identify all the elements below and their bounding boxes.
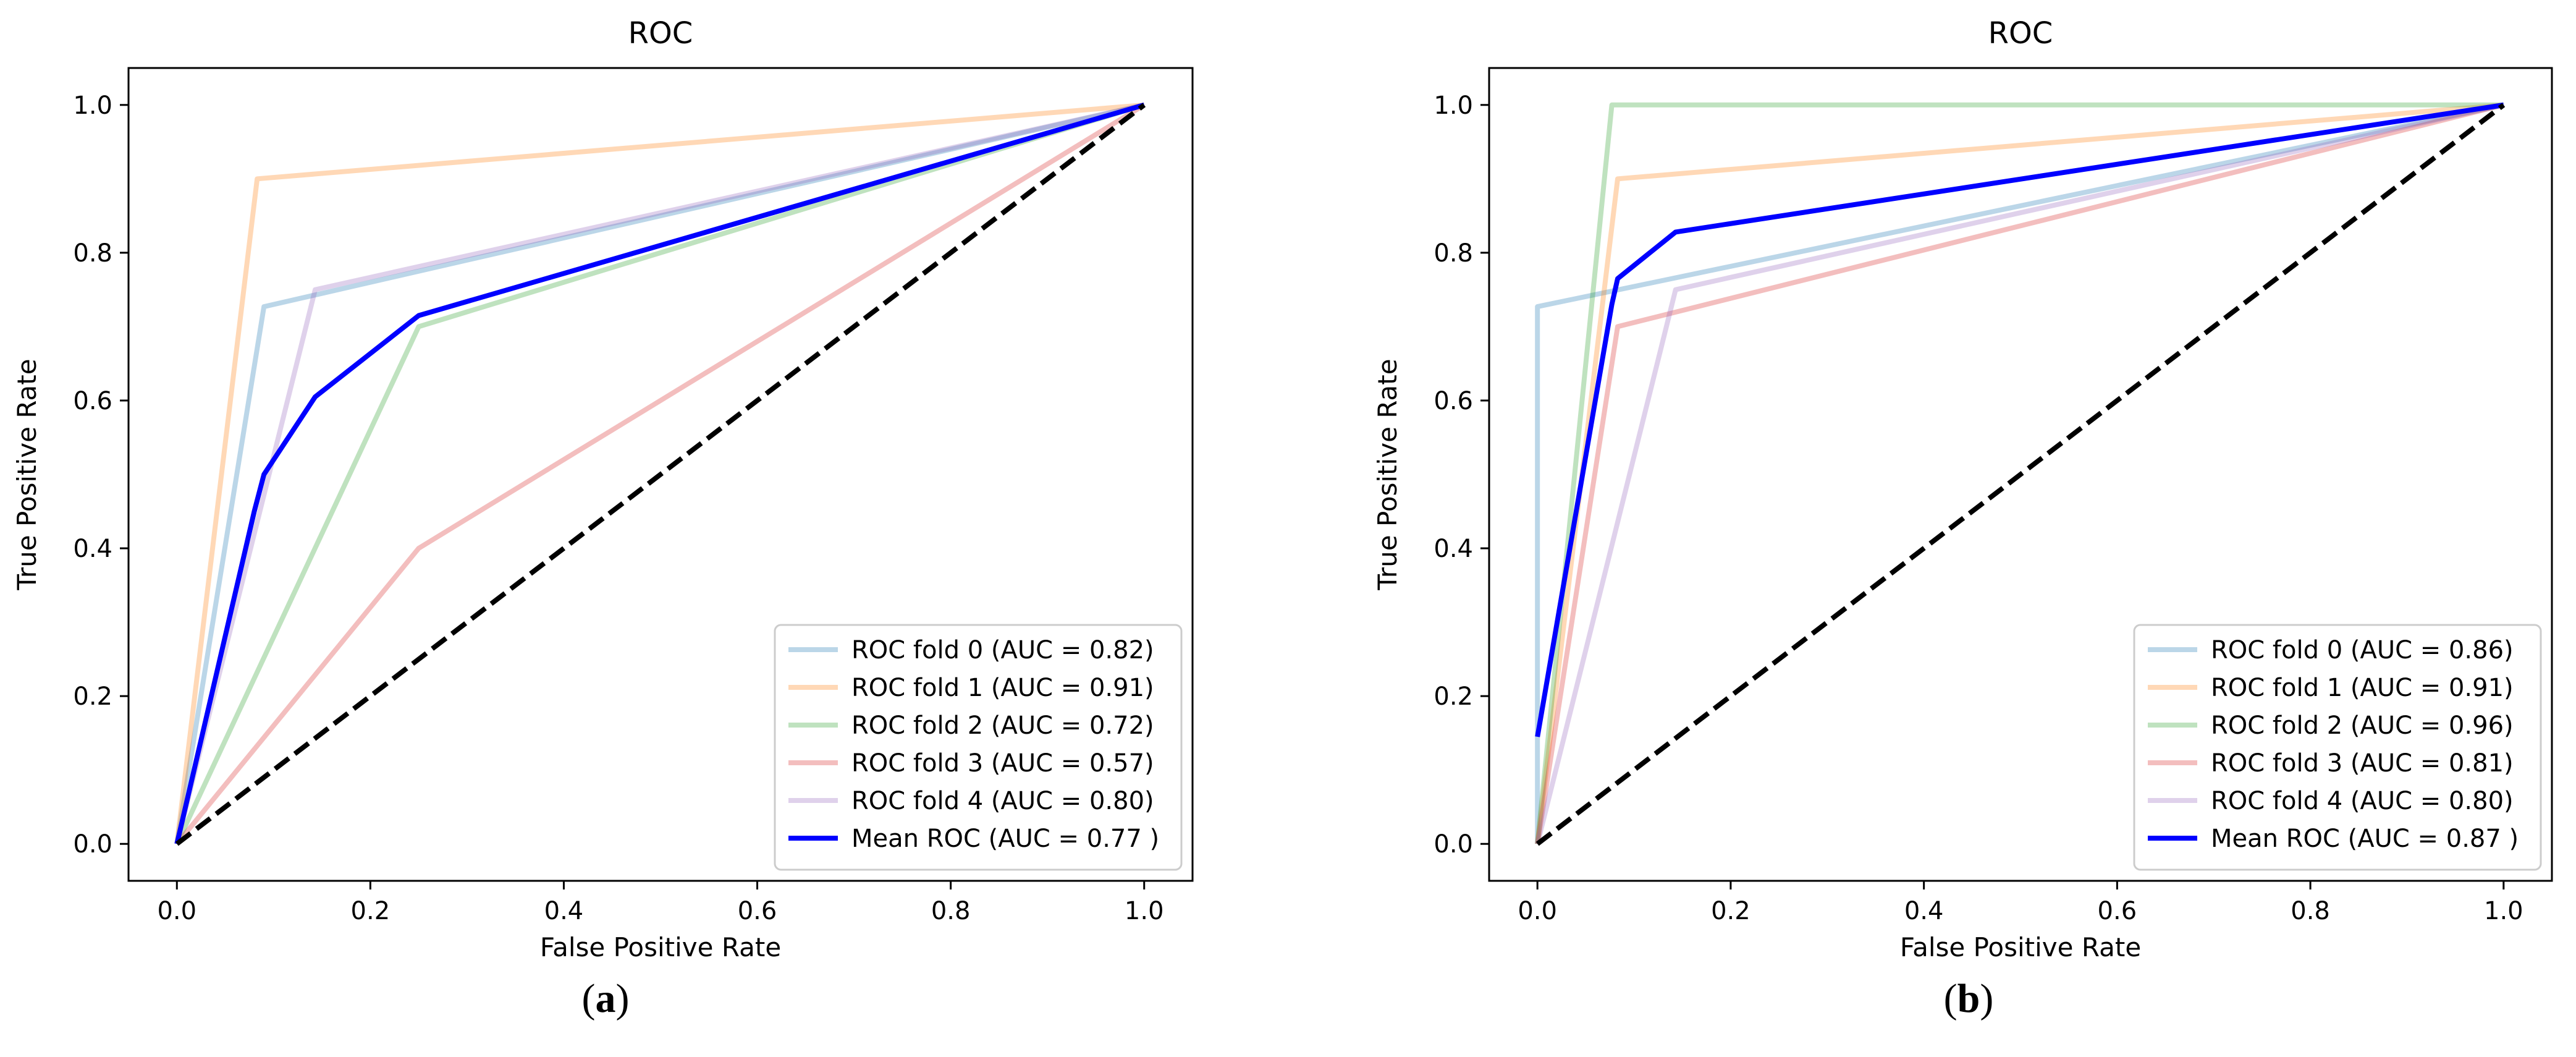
panel-caption-a: (a) [581, 976, 630, 1021]
chart-a-axes-frame [127, 67, 1194, 882]
panel-caption-b-letter: b [1957, 976, 1980, 1021]
chart-a-chance-line [175, 103, 1146, 846]
chart-b-y-axis-label: True Positive Rate [1372, 359, 1403, 590]
chart-a-group: 0.0 0.2 0.4 0.6 0.8 1.0 0.0 0.2 0.4 0.6 0.8 1.0 ROC F… [12, 16, 1194, 962]
chart-b-roc-fold-0-line [1535, 102, 2504, 844]
chart-b-title: ROC [1988, 16, 2053, 51]
chart-b-x-tick-label: 1.0 [2484, 897, 2523, 925]
chart-a-roc-fold-3-line [175, 103, 1146, 846]
chart-a-x-tick-label: 0.2 [351, 897, 391, 925]
chart-b-mean-roc-line [1535, 102, 2504, 737]
chart-b-x-tick-label: 0.4 [1904, 897, 1944, 925]
chart-b-legend-label: Mean ROC (AUC = 0.87 ) [2211, 825, 2519, 853]
panel-caption-a-letter: a [595, 976, 616, 1021]
chart-a-roc-fold-1-line [174, 102, 1145, 844]
chart-a-legend-box [774, 624, 1183, 871]
chart-a-x-tick-label: 0.4 [544, 897, 584, 925]
chart-a-mean-roc-line [174, 102, 1145, 845]
chart-a-roc-fold-4-line [174, 102, 1145, 845]
chart-b-y-tick-label: 0.0 [1434, 830, 1473, 859]
chart-b-y-tick-label: 0.2 [1434, 682, 1473, 711]
chart-b-y-tick-label: 0.6 [1434, 387, 1473, 415]
chart-a-y-tick-label: 0.4 [73, 535, 112, 563]
chart-b-y-tick-label: 0.4 [1434, 535, 1473, 563]
chart-b-y-tick-label: 0.8 [1434, 239, 1473, 268]
chart-a-legend-label: ROC fold 4 (AUC = 0.80) [851, 787, 1154, 815]
panel-caption-b: (b) [1943, 976, 1994, 1021]
chart-b-legend-label: ROC fold 1 (AUC = 0.91) [2211, 674, 2514, 702]
chart-a-x-tick-label: 1.0 [1125, 897, 1164, 925]
chart-b-y-tick-label: 1.0 [1434, 91, 1473, 120]
chart-a-legend-label: ROC fold 3 (AUC = 0.57) [851, 749, 1154, 778]
chart-b-legend-label: ROC fold 0 (AUC = 0.86) [2211, 636, 2514, 664]
chart-a-y-tick-label: 1.0 [73, 91, 112, 120]
chart-b-x-axis-label: False Positive Rate [1900, 932, 2141, 962]
chart-a-y-tick-label: 0.6 [73, 387, 112, 415]
chart-a-legend-label: Mean ROC (AUC = 0.77 ) [851, 825, 1159, 853]
chart-b-legend-label: ROC fold 4 (AUC = 0.80) [2211, 787, 2514, 815]
chart-b-x-tick-label: 0.6 [2098, 897, 2137, 925]
chart-a-roc-fold-2-line [174, 102, 1145, 845]
chart-b-roc-fold-4-line [1535, 102, 2504, 845]
chart-b-x-tick-label: 0.0 [1518, 897, 1557, 925]
chart-a-y-axis-label: True Positive Rate [12, 359, 42, 590]
chart-a-x-tick-label: 0.6 [738, 897, 777, 925]
chart-a-roc-fold-0-line [174, 102, 1145, 844]
chart-a-x-axis-label: False Positive Rate [540, 932, 781, 962]
chart-a-x-tick-label: 0.8 [931, 897, 971, 925]
chart-b-chance-line [1535, 103, 2506, 846]
chart-a-y-tick-label: 0.2 [73, 682, 112, 711]
chart-b-axes-frame [1488, 67, 2553, 882]
chart-a-title: ROC [628, 16, 693, 51]
chart-b-legend: ROC fold 0 (AUC = 0.86) ROC fold 1 (AUC =… [2133, 624, 2542, 871]
chart-a-legend-label: ROC fold 1 (AUC = 0.91) [851, 674, 1154, 702]
chart-a-x-tick-label: 0.0 [157, 897, 196, 925]
chart-a-plot-area [174, 102, 1146, 846]
chart-b-legend-box [2133, 624, 2542, 871]
chart-b-legend-label: ROC fold 2 (AUC = 0.96) [2211, 711, 2514, 740]
chart-a-legend: ROC fold 0 (AUC = 0.82) ROC fold 1 (AUC =… [774, 624, 1183, 871]
chart-b-roc-fold-1-line [1535, 102, 2504, 844]
chart-b-x-tick-label: 0.2 [1711, 897, 1750, 925]
chart-a-legend-label: ROC fold 2 (AUC = 0.72) [851, 711, 1154, 740]
chart-b-roc-fold-3-line [1535, 102, 2504, 844]
chart-b-group: 0.0 0.2 0.4 0.6 0.8 1.0 0.0 0.2 0.4 0.6 0.8 1.0 ROC F… [1372, 16, 2553, 962]
chart-a-y-tick-label: 0.8 [73, 239, 112, 268]
chart-b-legend-label: ROC fold 3 (AUC = 0.81) [2211, 749, 2514, 778]
chart-a-legend-label: ROC fold 0 (AUC = 0.82) [851, 636, 1154, 664]
chart-b-x-tick-label: 0.8 [2291, 897, 2330, 925]
chart-b-plot-area [1535, 102, 2506, 846]
chart-a-y-tick-label: 0.0 [73, 830, 112, 859]
